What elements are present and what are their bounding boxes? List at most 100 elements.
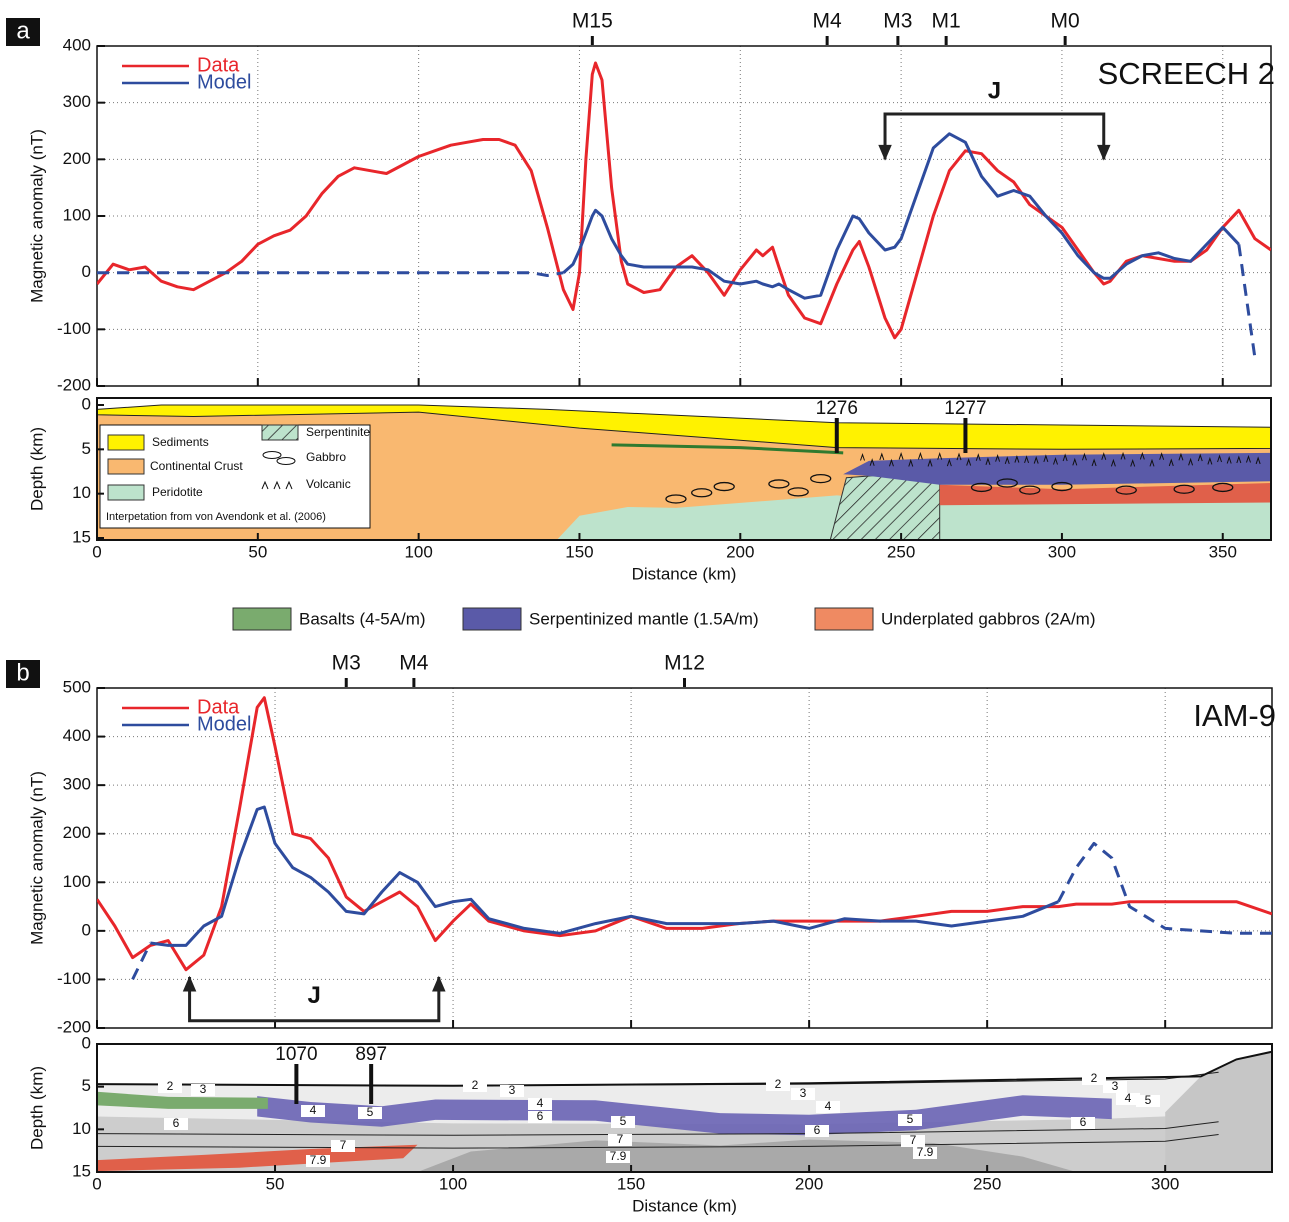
contour-label-bg — [766, 1079, 790, 1091]
series-line — [97, 271, 564, 277]
y-tick-label: 10 — [72, 1119, 91, 1138]
bracket-label: J — [988, 77, 1001, 104]
y-tick-label: 200 — [63, 823, 91, 842]
gabbro — [996, 478, 1018, 488]
gabbro — [665, 494, 687, 504]
contour-label: 6 — [1080, 1115, 1087, 1129]
contour-label-bg — [1116, 1093, 1140, 1105]
y-tick-label: 100 — [63, 872, 91, 891]
contour-label-bg — [306, 1155, 330, 1167]
plot-frame — [96, 45, 1272, 387]
contour-label: 3 — [509, 1083, 516, 1097]
chron-label: M4 — [399, 652, 428, 675]
series-line — [1237, 244, 1257, 358]
y-tick-label: 0 — [82, 1033, 91, 1052]
contour-label: 7.9 — [610, 1149, 627, 1163]
x-tick-label: 50 — [248, 542, 267, 561]
x-axis-label: Distance (km) — [632, 564, 737, 583]
chart-title: SCREECH 2 — [1098, 56, 1275, 91]
contour-label-bg — [913, 1147, 937, 1159]
contour-label: 6 — [173, 1116, 180, 1130]
contour-label-bg — [606, 1151, 630, 1163]
legend-swatch — [107, 434, 145, 451]
chron-label: M12 — [664, 652, 705, 675]
contour-label-bg — [1071, 1117, 1095, 1129]
contour-label-bg — [463, 1080, 487, 1092]
legend-label: Data — [197, 54, 240, 76]
drill-site-label: 1276 — [816, 398, 858, 419]
y-tick-label: -200 — [57, 375, 91, 394]
legend-swatch — [107, 484, 145, 501]
contour-label-bg — [158, 1081, 182, 1093]
chart-title: IAM-9 — [1193, 698, 1276, 733]
legend-label: Volcanic — [306, 477, 351, 491]
chron-label: M4 — [813, 10, 842, 33]
contour-label-bg — [301, 1105, 325, 1117]
gabbro — [1212, 482, 1234, 493]
section-layer — [939, 483, 1271, 506]
contour-label-bg — [816, 1101, 840, 1113]
section-illustration — [96, 1039, 1273, 1172]
chron-label: M3 — [332, 652, 361, 675]
x-tick-label: 350 — [1209, 542, 1237, 561]
y-tick-label: -100 — [57, 319, 91, 338]
contour-label-bg — [791, 1088, 815, 1100]
section-layer — [97, 1091, 268, 1109]
contour-label-bg — [528, 1111, 552, 1123]
panel-label-box — [6, 18, 40, 46]
bracket-arrow — [432, 975, 446, 992]
x-tick-label: 300 — [1048, 542, 1076, 561]
gabbro — [713, 481, 735, 492]
legend-swatch — [261, 480, 293, 490]
bracket-arrow — [878, 144, 892, 161]
x-tick-label: 300 — [1151, 1174, 1179, 1193]
bracket-arrow — [1096, 144, 1111, 161]
series-line — [97, 61, 1271, 340]
x-tick-label: 150 — [617, 1174, 645, 1193]
contour-label-bg — [500, 1085, 524, 1097]
y-axis-label: Depth (km) — [27, 1066, 46, 1150]
contour-label: 5 — [620, 1114, 627, 1128]
bracket-label: J — [308, 982, 321, 1009]
volcanic — [860, 451, 1261, 467]
contour-label-bg — [358, 1107, 382, 1119]
legend-label: Continental Crust — [150, 459, 243, 473]
y-axis-label: Depth (km) — [27, 427, 46, 511]
chron-label: M0 — [1051, 10, 1080, 33]
contour-label-bg — [1136, 1095, 1160, 1107]
contour-label: 6 — [814, 1123, 821, 1137]
contour-label-bg — [805, 1125, 829, 1137]
contour-label-bg — [608, 1134, 632, 1146]
legend-label: Model — [197, 71, 251, 93]
section-layer — [1165, 1051, 1272, 1172]
gabbro — [768, 479, 790, 489]
legend-label: Gabbro — [306, 450, 346, 464]
chron-label: M3 — [883, 10, 912, 33]
drill-site-label: 1277 — [944, 398, 986, 419]
gabbro — [1019, 485, 1041, 495]
y-tick-label: 10 — [72, 483, 91, 502]
legend-box — [99, 424, 371, 529]
contour-label: 3 — [1112, 1079, 1119, 1093]
y-tick-label: 100 — [63, 205, 91, 224]
x-tick-label: 0 — [92, 1174, 101, 1193]
basalt-layer — [611, 443, 844, 455]
y-tick-label: 5 — [82, 1076, 91, 1095]
contour-label: 3 — [800, 1086, 807, 1100]
drill-site-label: 1070 — [275, 1044, 317, 1065]
y-tick-label: 400 — [63, 35, 91, 54]
drill-site-label: 897 — [355, 1044, 387, 1065]
section-layer — [96, 404, 1272, 450]
y-tick-label: 15 — [72, 1161, 91, 1180]
y-tick-label: 200 — [63, 149, 91, 168]
contour-label: 4 — [537, 1096, 544, 1110]
series-line — [150, 805, 1059, 947]
contour-label: 3 — [200, 1082, 207, 1096]
contour-label-bg — [1082, 1073, 1106, 1085]
plot-frame — [96, 687, 1273, 1029]
y-tick-label: 0 — [82, 394, 91, 413]
x-tick-label: 250 — [973, 1174, 1001, 1193]
y-tick-label: 0 — [82, 920, 91, 939]
contour-label: 5 — [1145, 1093, 1152, 1107]
